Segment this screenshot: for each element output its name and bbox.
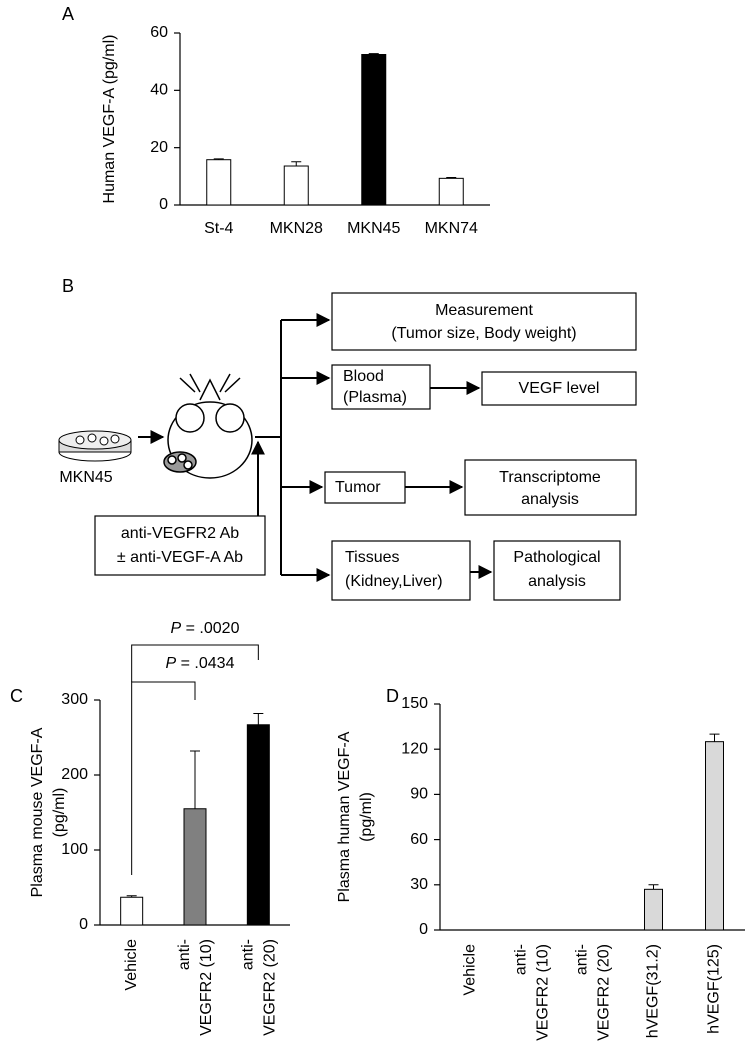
- x-tick-label: Vehicle: [462, 944, 479, 996]
- node-text: VEGF level: [519, 380, 600, 397]
- y-axis-label: Plasma human VEGF-A (pg/ml): [336, 731, 375, 902]
- node-text: ± anti-VEGF-A Ab: [117, 549, 243, 566]
- x-tick-label: anti- VEGFR2 (20): [240, 939, 279, 1036]
- error-bar: [213, 158, 224, 160]
- node-text: Blood: [343, 368, 384, 385]
- node-box: [493, 540, 621, 601]
- panel-label: C: [10, 686, 23, 706]
- y-tick-label: 30: [410, 876, 428, 893]
- panel-label: A: [62, 4, 74, 24]
- node-box: [324, 471, 406, 504]
- cell-label: MKN45: [59, 469, 112, 486]
- y-tick-label: 300: [61, 691, 88, 708]
- y-tick-label: 90: [410, 786, 428, 803]
- annotation: P = .0020: [171, 620, 240, 637]
- node-box: [481, 371, 637, 406]
- error-bar: [648, 884, 659, 890]
- panel-label: D: [386, 686, 399, 706]
- bar: [438, 177, 464, 206]
- node-box: [331, 540, 471, 601]
- error-bar: [709, 733, 720, 742]
- bar: [644, 888, 663, 931]
- significance-bracket: [131, 681, 196, 875]
- y-tick-label: 150: [401, 695, 428, 712]
- y-tick-label: 0: [159, 196, 168, 213]
- node-box: [331, 364, 431, 410]
- error-bar: [446, 176, 457, 179]
- y-axis-label: Human VEGF-A (pg/ml): [101, 35, 118, 204]
- y-tick-label: 100: [61, 841, 88, 858]
- y-tick-label: 0: [419, 921, 428, 938]
- x-tick-label: anti- VEGFR2 (10): [513, 944, 552, 1041]
- node-text: (Plasma): [343, 389, 407, 406]
- panel-label: B: [62, 276, 74, 296]
- y-tick-label: 200: [61, 766, 88, 783]
- node-text: (Kidney,Liver): [345, 573, 443, 590]
- mouse-icon: [163, 373, 253, 479]
- y-tick-label: 20: [150, 139, 168, 156]
- bar: [120, 896, 144, 926]
- x-tick-label: anti- VEGFR2 (20): [574, 944, 613, 1041]
- bar: [246, 724, 270, 926]
- node-box: [94, 515, 266, 576]
- error-bar: [190, 750, 200, 809]
- y-tick-label: 60: [410, 831, 428, 848]
- node-text: anti-VEGFR2 Ab: [121, 525, 239, 542]
- bar: [705, 741, 724, 931]
- x-tick-label: Vehicle: [123, 939, 140, 991]
- node-box: [464, 459, 637, 516]
- x-tick-label: MKN28: [270, 220, 323, 237]
- node-text: Tumor: [335, 479, 381, 496]
- node-text: analysis: [521, 491, 579, 508]
- y-tick-label: 0: [79, 916, 88, 933]
- node-text: Transcriptome: [499, 469, 601, 486]
- x-tick-label: hVEGF(125): [706, 944, 723, 1034]
- error-bar: [291, 161, 302, 167]
- y-axis-label: Plasma mouse VEGF-A (pg/ml): [29, 727, 68, 897]
- x-tick-label: anti- VEGFR2 (10): [176, 939, 215, 1036]
- x-tick-label: MKN45: [347, 220, 400, 237]
- node-text: Measurement: [435, 302, 533, 319]
- x-tick-label: MKN74: [425, 220, 478, 237]
- error-bar: [126, 895, 137, 898]
- dish-icon: [58, 430, 132, 462]
- node-text: Pathological: [513, 549, 600, 566]
- error-bar: [253, 713, 264, 725]
- x-tick-label: St-4: [204, 220, 233, 237]
- node-text: analysis: [528, 573, 586, 590]
- diagram: B MKN45 Measurement (Tumor: [58, 276, 637, 601]
- bar: [283, 165, 309, 206]
- bar: [206, 159, 232, 206]
- node-box: [331, 292, 637, 351]
- node-text: Tissues: [345, 549, 400, 566]
- bar: [183, 808, 207, 926]
- y-tick-label: 40: [150, 82, 168, 99]
- y-tick-label: 60: [150, 24, 168, 41]
- annotation: P = .0434: [166, 655, 235, 672]
- error-bar: [368, 53, 379, 55]
- bar: [361, 54, 387, 206]
- x-tick-label: hVEGF(31.2): [645, 944, 662, 1038]
- node-text: (Tumor size, Body weight): [391, 325, 576, 342]
- significance-bracket: [131, 644, 259, 682]
- y-tick-label: 120: [401, 740, 428, 757]
